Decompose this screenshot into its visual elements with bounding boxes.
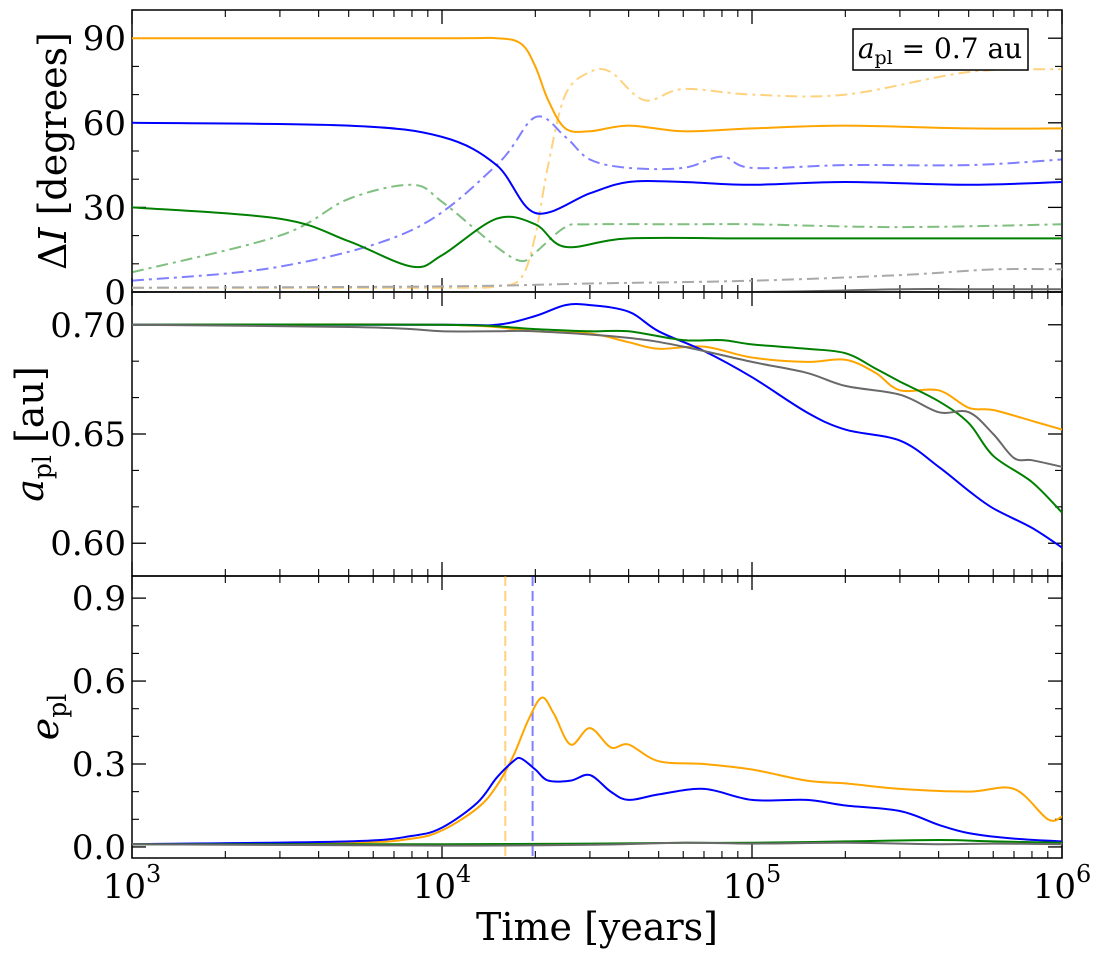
series-line [132,696,1062,846]
series-line [132,67,1062,289]
series-line [132,287,1062,292]
series-line [132,756,1062,846]
plot-area [132,576,1062,858]
y-axis-title-semimajor-axis: apl [au] [8,366,57,502]
y-tick-label: 0 [104,273,126,313]
series-line [132,841,1062,847]
x-axis-title: Time [years] [476,905,718,949]
y-tick-label: 0.9 [72,579,126,619]
y-tick-label: 60 [83,104,126,144]
x-tick-label: 104 [413,860,472,907]
y-tick-label: 0.60 [50,524,126,564]
ticks [131,576,1063,858]
y-tick-label: 30 [83,188,126,228]
series-line [132,206,1062,269]
x-tick-label: 105 [723,860,782,907]
plot-area [132,303,1062,549]
series-line [132,183,1062,274]
y-tick-label: 90 [83,19,126,59]
series-line [132,121,1062,215]
ticks [131,292,1063,576]
panel-eccentricity: 0.0 0.3 0.6 0.9 103 104 105 106 [72,575,1092,907]
y-axis-title-inclination: ΔI [degrees] [31,32,75,270]
x-tick-label: 103 [103,860,162,907]
y-tick-label: 0.0 [72,828,126,868]
annotation-box [852,28,1029,71]
series-line [132,323,1062,514]
y-tick-label: 0.6 [72,662,126,702]
series-line [132,303,1062,549]
series-line [132,323,1062,431]
panel-inclination: 0 30 60 90 [83,9,1063,313]
y-tick-label: 0.65 [50,415,126,455]
y-axis-title-eccentricity: epl [23,694,72,741]
y-tick-label: 0.3 [72,745,126,785]
plot-area [132,36,1062,292]
series-line [132,323,1062,468]
series-line [132,36,1062,133]
plot-frame [131,575,1063,859]
series-line [132,115,1062,282]
series-line [132,268,1062,289]
annotation-label: apl = 0.7 au [858,32,1022,69]
x-tick-label: 106 [1033,860,1092,907]
panel-semimajor-axis: 0.60 0.65 0.70 [50,291,1063,577]
y-tick-label: 0.70 [50,306,126,346]
